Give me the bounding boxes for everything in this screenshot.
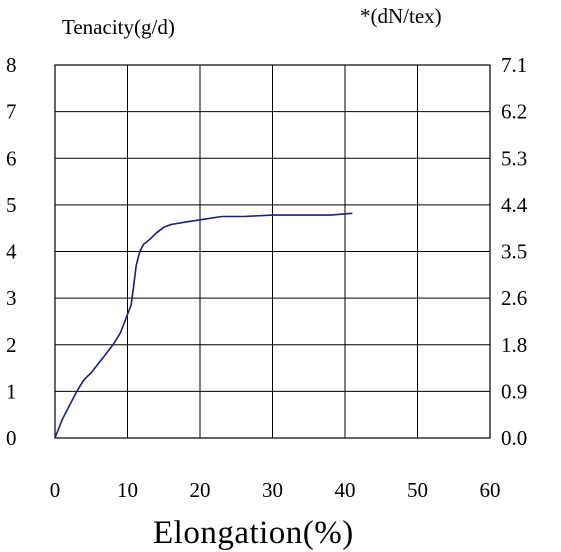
- y-tick-label-left: 0: [6, 426, 17, 450]
- gridlines: [55, 65, 490, 438]
- x-tick-label: 10: [117, 478, 138, 502]
- y-tick-label-right: 7.1: [501, 53, 527, 77]
- y-tick-label-left: 4: [6, 240, 17, 264]
- series-line: [54, 212, 353, 439]
- y-tick-label-right: 4.4: [501, 193, 528, 217]
- y-tick-label-right: 6.2: [501, 100, 527, 124]
- data-series: [54, 212, 353, 439]
- x-tick-label: 40: [335, 478, 356, 502]
- y-tick-label-right: 1.8: [501, 333, 527, 357]
- x-tick-label: 20: [190, 478, 211, 502]
- y-tick-label-right: 0.0: [501, 426, 527, 450]
- y-tick-label-left: 7: [6, 100, 17, 124]
- x-tick-label: 60: [480, 478, 501, 502]
- tick-labels: 0 10 20 30 40 50 60 0 0.0 1 0.9 2 1.8 3 2.6 4 3.5 5 4.4 6 5.…: [6, 53, 528, 502]
- y-tick-label-right: 5.3: [501, 146, 527, 170]
- y-tick-label-left: 5: [6, 193, 17, 217]
- y-tick-label-right: 0.9: [501, 379, 527, 403]
- x-tick-label: 0: [50, 478, 61, 502]
- plot-frame: [54, 64, 491, 439]
- left-axis-label: Tenacity(g/d): [62, 15, 175, 39]
- right-axis-label: *(dN/tex): [360, 4, 442, 28]
- y-tick-label-left: 2: [6, 333, 17, 357]
- y-tick-label-left: 6: [6, 146, 17, 170]
- y-tick-label-right: 2.6: [501, 286, 527, 310]
- y-tick-label-right: 3.5: [501, 240, 527, 264]
- y-tick-label-left: 8: [6, 53, 17, 77]
- x-tick-label: 30: [262, 478, 283, 502]
- y-tick-label-left: 3: [6, 286, 17, 310]
- x-tick-label: 50: [407, 478, 428, 502]
- x-axis-label: Elongation(%): [153, 515, 354, 551]
- y-tick-label-left: 1: [6, 379, 17, 403]
